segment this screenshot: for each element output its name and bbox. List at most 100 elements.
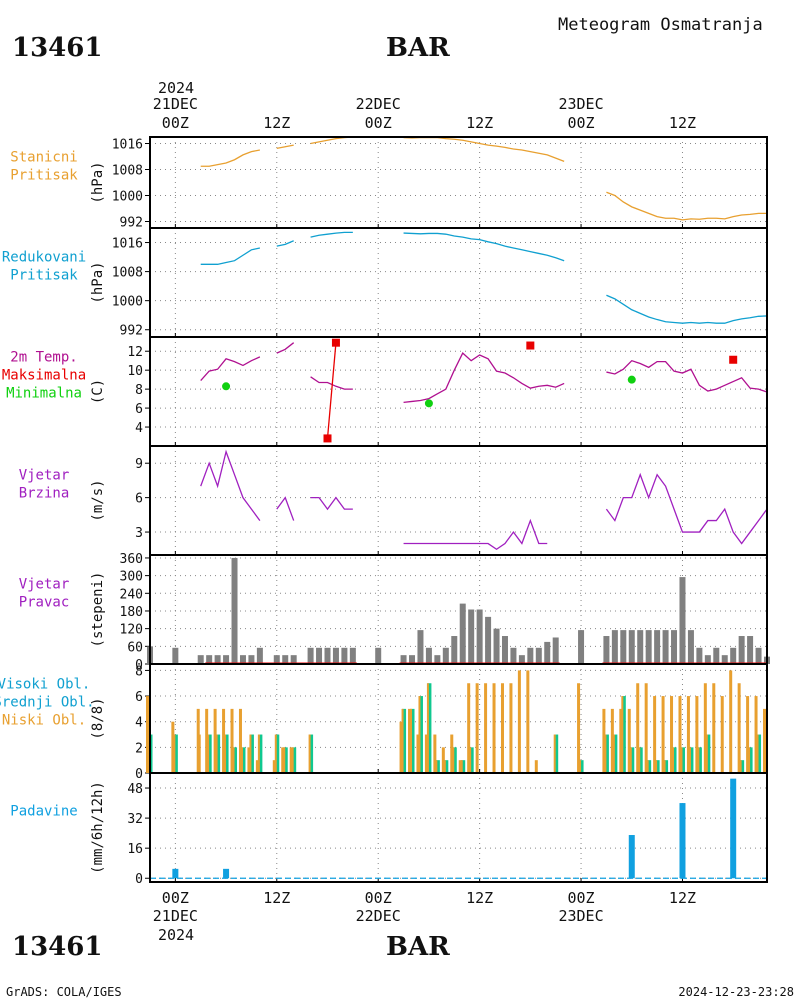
mid-cloud-bar: [664, 760, 669, 773]
high-cloud-bar: [281, 747, 285, 773]
low-cloud-bar: [655, 760, 658, 773]
wind-direction-bar: [468, 609, 475, 664]
low-cloud-bar: [663, 760, 666, 773]
low-cloud-bar: [410, 708, 413, 773]
low-cloud-bar: [638, 747, 641, 773]
wind-direction-bar: [206, 655, 213, 664]
wind-direction-bar: [535, 647, 542, 664]
low-cloud-bar: [621, 696, 624, 773]
series-line: [276, 240, 294, 247]
panel-5: 0 60 120 180 240 300 360 (stepeni) Vjetar Pravac: [19, 552, 770, 673]
wind-direction-bar: [417, 630, 424, 664]
tmax-point: [331, 338, 340, 347]
wind-direction-bar: [341, 647, 348, 664]
series-line: [200, 247, 261, 265]
high-cloud-bar: [500, 683, 504, 773]
mid-cloud-bar: [613, 734, 618, 773]
top-hour-label: 00Z: [568, 114, 595, 132]
series-line: [200, 449, 261, 521]
wind-direction-bar: [704, 655, 711, 664]
meteogram-title: Meteogram Osmatranja: [558, 15, 763, 35]
high-cloud-bar: [213, 708, 217, 773]
high-cloud-bar: [433, 734, 437, 773]
wind-direction-bar: [628, 630, 635, 664]
wind-direction-bar: [687, 630, 694, 664]
low-cloud-bar: [224, 734, 227, 773]
mid-cloud-bar: [444, 760, 449, 773]
high-cloud-bar: [720, 696, 724, 773]
high-cloud-bar: [754, 696, 758, 773]
wind-direction-bar: [400, 655, 407, 664]
wind-direction-bar: [197, 655, 204, 664]
y-tick-label: 360: [120, 552, 143, 567]
mid-cloud-bar: [680, 747, 685, 773]
high-cloud-bar: [416, 734, 420, 773]
tmax-point: [526, 341, 535, 350]
low-cloud-bar: [308, 734, 311, 773]
y-tick-label: 992: [120, 324, 143, 339]
high-cloud-bar: [289, 747, 293, 773]
wind-direction-bar: [256, 647, 263, 664]
mid-cloud-bar: [554, 734, 559, 773]
top-date-label: 21DEC: [153, 95, 198, 113]
y-tick-label: 9: [135, 457, 143, 472]
low-cloud-bar: [401, 708, 404, 773]
wind-direction-bar: [442, 647, 449, 664]
wind-direction-bar: [713, 647, 720, 664]
high-cloud-bar: [247, 747, 251, 773]
precipitation-bar: [223, 868, 230, 879]
mid-cloud-bar: [435, 760, 440, 773]
series-line: [606, 359, 768, 393]
bottom-hour-label: 12Z: [263, 889, 290, 907]
panel-label: Padavine: [10, 804, 77, 820]
mid-cloud-bar: [630, 747, 635, 773]
y-tick-label: 992: [120, 216, 143, 231]
panel-label: Stanicni: [10, 150, 77, 166]
panel-label: 2m Temp.: [10, 350, 77, 366]
high-cloud-bar: [686, 696, 690, 773]
panel-6: 0 2 4 6 8 (8/8)Visoki Obl. Srednji Obl. Niski O…: [0, 663, 768, 782]
top-hour-label: 00Z: [162, 114, 189, 132]
mid-cloud-bar: [689, 747, 694, 773]
low-cloud-bar: [688, 747, 691, 773]
high-cloud-bar: [484, 683, 488, 773]
panel-1: 992 1000 1008 1016 (hPa) Stanicni Pritisak: [10, 136, 768, 231]
y-axis-unit: (hPa): [90, 161, 106, 203]
y-tick-label: 3: [135, 526, 143, 541]
high-cloud-bar: [636, 683, 640, 773]
y-tick-label: 0: [135, 767, 143, 782]
wind-direction-bar: [485, 616, 492, 664]
wind-direction-bar: [671, 630, 678, 664]
high-cloud-bar: [475, 683, 479, 773]
series-line: [276, 144, 294, 150]
top-hour-label: 12Z: [466, 114, 493, 132]
high-cloud-bar: [627, 708, 631, 773]
wind-direction-bar: [425, 647, 432, 664]
wind-direction-bar: [679, 577, 686, 664]
series-line: [403, 352, 565, 404]
precipitation-bar: [172, 868, 179, 879]
bottom-hour-label: 12Z: [466, 889, 493, 907]
high-cloud-bar: [746, 696, 750, 773]
bottom-date-label: 22DEC: [356, 907, 401, 925]
mid-cloud-bar: [748, 747, 753, 773]
wind-direction-bar: [273, 655, 280, 664]
wind-direction-bar: [696, 647, 703, 664]
wind-direction-bar: [501, 636, 508, 664]
y-tick-label: 0: [135, 872, 143, 887]
panel-frame: [149, 136, 768, 229]
wind-direction-bar: [620, 630, 627, 664]
credit-label: GrADS: COLA/IGES: [6, 985, 122, 999]
high-cloud-bar: [441, 747, 445, 773]
top-hour-label: 00Z: [365, 114, 392, 132]
mid-cloud-bar: [427, 683, 432, 773]
bottom-hour-label: 00Z: [568, 889, 595, 907]
wind-direction-bar: [527, 647, 534, 664]
low-cloud-bar: [443, 760, 446, 773]
panel-frame: [149, 772, 768, 883]
high-cloud-bar: [644, 683, 648, 773]
wind-direction-bar: [476, 609, 483, 664]
wind-direction-bar: [248, 655, 255, 664]
bottom-hour-label: 00Z: [162, 889, 189, 907]
top-hour-label: 12Z: [669, 114, 696, 132]
